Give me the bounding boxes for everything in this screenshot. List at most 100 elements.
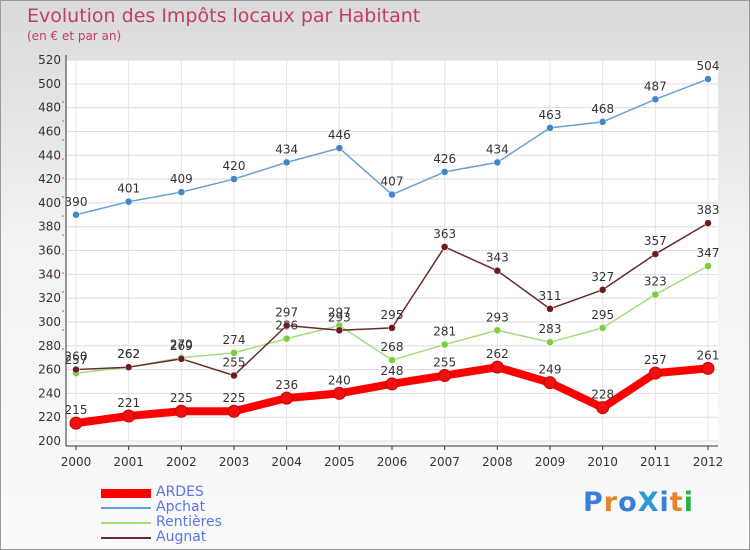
chart-title: Evolution des Impôts locaux par Habitant bbox=[27, 5, 421, 27]
y-tick-label: 400 bbox=[38, 196, 61, 210]
y-tick-label: 360 bbox=[38, 244, 61, 258]
data-point bbox=[438, 369, 452, 383]
data-label: 248 bbox=[381, 364, 404, 378]
data-point bbox=[230, 175, 238, 183]
x-tick-label: 2005 bbox=[324, 455, 355, 469]
data-label: 409 bbox=[170, 172, 193, 186]
data-point bbox=[282, 334, 291, 343]
data-label: 323 bbox=[644, 275, 667, 289]
data-point bbox=[72, 211, 80, 219]
data-label: 269 bbox=[170, 339, 193, 353]
data-point bbox=[651, 95, 660, 104]
data-label: 257 bbox=[644, 353, 667, 367]
data-point bbox=[440, 340, 449, 349]
data-label: 255 bbox=[433, 356, 456, 370]
data-label: 225 bbox=[170, 391, 193, 405]
data-point bbox=[177, 188, 186, 196]
data-point bbox=[598, 324, 607, 332]
data-point bbox=[388, 324, 396, 332]
data-label: 255 bbox=[223, 356, 246, 370]
data-point bbox=[701, 361, 715, 375]
y-tick-label: 300 bbox=[38, 315, 61, 329]
y-tick-label: 420 bbox=[38, 172, 61, 186]
data-label: 274 bbox=[223, 333, 246, 347]
data-point bbox=[490, 360, 504, 374]
data-label: 504 bbox=[697, 59, 720, 73]
data-label: 260 bbox=[65, 350, 88, 364]
data-point bbox=[440, 243, 449, 251]
data-point bbox=[388, 356, 396, 364]
x-tick-label: 2001 bbox=[113, 455, 144, 469]
data-label: 426 bbox=[433, 152, 456, 166]
data-point bbox=[335, 144, 344, 152]
data-label: 343 bbox=[486, 251, 509, 265]
y-tick-label: 460 bbox=[38, 124, 61, 138]
data-point bbox=[493, 326, 502, 335]
legend-label: Apchat bbox=[156, 499, 206, 515]
y-tick-label: 340 bbox=[38, 267, 61, 281]
data-label: 357 bbox=[644, 234, 667, 248]
y-tick-label: 200 bbox=[38, 434, 61, 448]
data-label: 293 bbox=[486, 310, 509, 324]
data-label: 236 bbox=[275, 378, 298, 392]
y-tick-label: 260 bbox=[38, 363, 61, 377]
data-label: 434 bbox=[275, 142, 298, 156]
data-label: 407 bbox=[381, 175, 404, 189]
data-point bbox=[651, 250, 660, 258]
proxiti-logo: ProXiti bbox=[583, 487, 694, 518]
y-tick-label: 320 bbox=[38, 291, 61, 305]
data-point bbox=[493, 266, 502, 275]
data-label: 390 bbox=[65, 195, 88, 209]
data-label: 311 bbox=[539, 289, 562, 303]
y-tick-label: 280 bbox=[38, 339, 61, 353]
y-tick-label: 440 bbox=[38, 148, 61, 162]
data-label: 363 bbox=[433, 227, 456, 241]
data-point bbox=[230, 349, 238, 357]
data-point bbox=[546, 338, 554, 346]
data-label: 327 bbox=[591, 270, 614, 284]
data-label: 240 bbox=[328, 373, 351, 387]
data-label: 434 bbox=[486, 142, 509, 156]
data-point bbox=[174, 404, 188, 418]
y-tick-label: 520 bbox=[38, 53, 61, 67]
data-label: 293 bbox=[328, 310, 351, 324]
data-point bbox=[335, 326, 344, 335]
data-label: 262 bbox=[486, 347, 509, 361]
x-tick-label: 2012 bbox=[693, 455, 724, 469]
data-point bbox=[440, 168, 449, 176]
data-label: 215 bbox=[65, 403, 88, 417]
data-label: 283 bbox=[539, 322, 562, 336]
data-point bbox=[124, 197, 133, 206]
legend-swatch bbox=[101, 488, 151, 498]
legend-swatch bbox=[101, 537, 151, 539]
data-label: 249 bbox=[539, 363, 562, 377]
data-point bbox=[648, 366, 662, 380]
y-tick-label: 500 bbox=[38, 77, 61, 91]
data-label: 297 bbox=[275, 306, 298, 320]
data-label: 262 bbox=[117, 347, 140, 361]
data-label: 295 bbox=[591, 308, 614, 322]
x-tick-label: 2007 bbox=[429, 455, 460, 469]
data-point bbox=[280, 391, 294, 405]
x-tick-label: 2003 bbox=[219, 455, 250, 469]
data-point bbox=[388, 190, 396, 199]
data-point bbox=[122, 409, 136, 423]
data-label: 446 bbox=[328, 128, 351, 142]
data-label: 468 bbox=[591, 102, 614, 116]
chart-subtitle: (en € et par an) bbox=[27, 29, 122, 43]
data-point bbox=[596, 401, 610, 415]
data-point bbox=[704, 75, 712, 83]
data-label: 257 bbox=[65, 353, 88, 367]
data-label: 347 bbox=[697, 246, 720, 260]
x-tick-label: 2008 bbox=[482, 455, 513, 469]
data-label: 221 bbox=[117, 396, 140, 410]
data-label: 420 bbox=[223, 159, 246, 173]
y-tick-label: 380 bbox=[38, 220, 61, 234]
data-label: 281 bbox=[433, 325, 456, 339]
data-point bbox=[704, 262, 712, 270]
data-label: 401 bbox=[117, 182, 140, 196]
data-point bbox=[704, 219, 712, 227]
data-point bbox=[332, 386, 346, 400]
